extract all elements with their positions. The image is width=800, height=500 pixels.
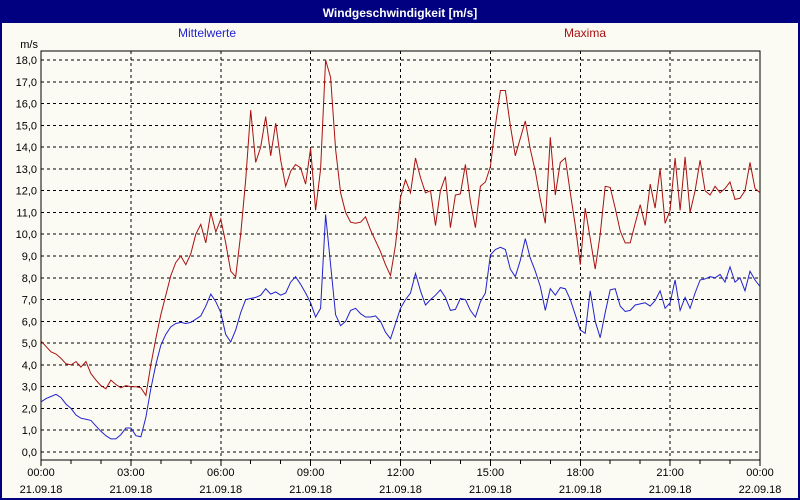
y-tick-label: 17,0 [16,77,37,89]
y-tick-label: 12,0 [16,186,37,198]
y-tick-label: 4,0 [22,360,37,372]
y-tick-label: 10,0 [16,229,37,241]
y-tick-label: 3,0 [22,382,37,394]
x-tick-date-label: 21.09.18 [559,484,602,496]
y-axis-unit-label: m/s [20,39,38,51]
x-tick-time-label: 00:00 [27,467,55,479]
y-tick-label: 14,0 [16,142,37,154]
y-tick-label: 18,0 [16,55,37,67]
x-tick-time-label: 03:00 [117,467,145,479]
x-tick-date-label: 21.09.18 [469,484,512,496]
y-tick-label: 13,0 [16,164,37,176]
y-tick-label: 11,0 [16,207,37,219]
x-tick-date-label: 21.09.18 [20,484,63,496]
title-bar: Windgeschwindigkeit [m/s] [2,2,798,23]
x-tick-time-label: 21:00 [656,467,684,479]
y-tick-label: 8,0 [22,273,37,285]
max-series-line [40,59,761,397]
legend-mittelwerte: Mittelwerte [177,26,236,40]
x-tick-time-label: 18:00 [566,467,594,479]
y-tick-label: 9,0 [22,251,37,263]
y-tick-label: 2,0 [22,403,37,415]
y-tick-label: 0,0 [22,447,37,459]
x-tick-time-label: 12:00 [387,467,415,479]
x-tick-date-label: 21.09.18 [649,484,692,496]
window-title: Windgeschwindigkeit [m/s] [322,5,478,20]
x-tick-time-label: 00:00 [746,467,774,479]
x-tick-date-label: 21.09.18 [199,484,242,496]
y-tick-label: 15,0 [16,120,37,132]
y-tick-label: 5,0 [22,338,37,350]
x-tick-date-label: 21.09.18 [109,484,152,496]
x-tick-date-label: 21.09.18 [289,484,332,496]
y-tick-label: 1,0 [22,425,37,437]
legend-maxima: Maxima [563,26,606,40]
chart-canvas: 0,0 1,0 2,0 3,0 4,0 5,0 6,0 7,0 8,0 9,0 10,0 11,0 12… [16,50,782,496]
y-tick-label: 6,0 [22,316,37,328]
chart-area: Mittelwerte Maxima m/s 0,0 1,0 2,0 3,0 4,0 5,… [2,23,798,498]
x-tick-date-label: 21.09.18 [379,484,422,496]
y-tick-label: 7,0 [22,295,37,307]
mean-series-line [40,214,761,440]
x-tick-time-label: 09:00 [297,467,325,479]
x-tick-time-label: 15:00 [477,467,505,479]
y-tick-label: 16,0 [16,99,37,111]
x-tick-time-label: 06:00 [207,467,235,479]
x-tick-date-label: 22.09.18 [739,484,782,496]
